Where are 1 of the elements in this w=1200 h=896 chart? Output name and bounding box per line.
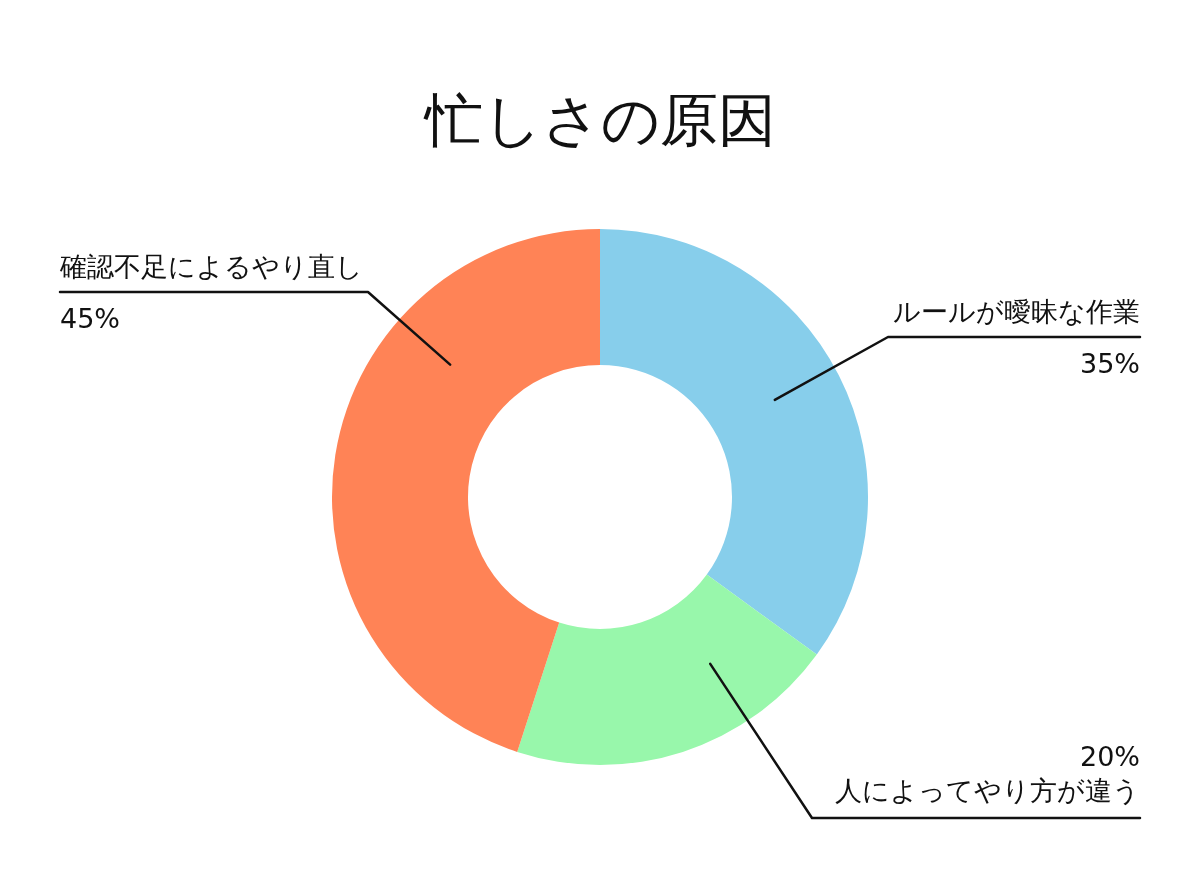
title: 忙しさの原因: [424, 86, 776, 154]
